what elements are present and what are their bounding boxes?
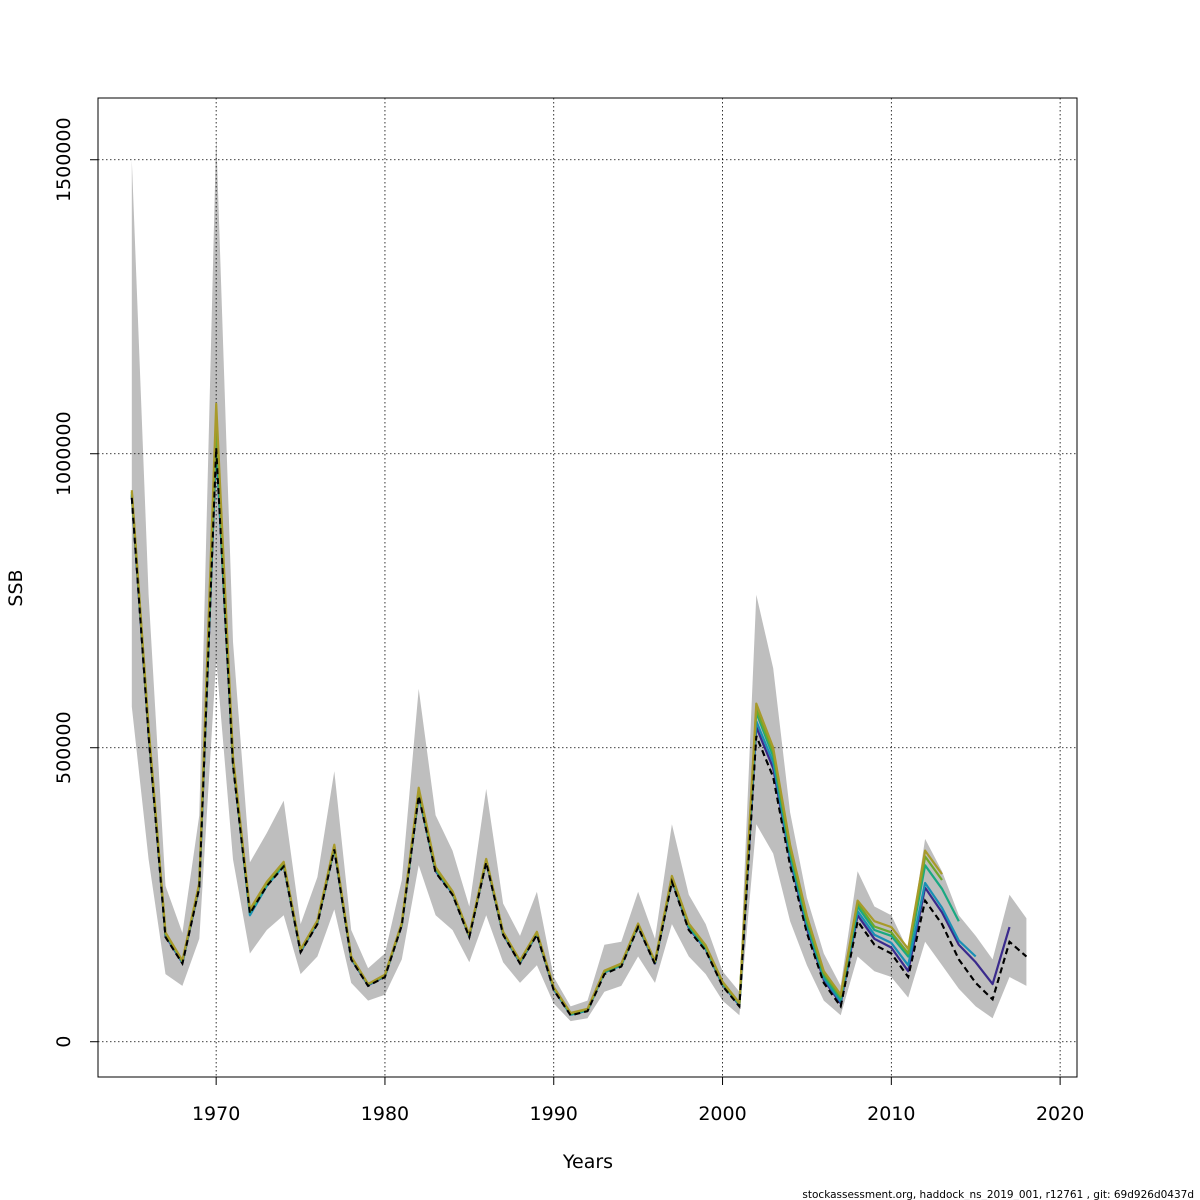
grid-layer <box>98 98 1077 1077</box>
y-tick-label-1000000: 1000000 <box>53 411 75 496</box>
plot-frame <box>97 97 1078 1078</box>
footer-credit: stockassessment.org, haddock_ns_2019_001… <box>802 1189 1194 1200</box>
x-tick-label-1970: 1970 <box>192 1103 240 1125</box>
x-tick-label-2010: 2010 <box>867 1103 915 1125</box>
series-layer <box>130 402 1028 1017</box>
x-tick-label-1990: 1990 <box>530 1103 578 1125</box>
x-tick-label-2000: 2000 <box>698 1103 746 1125</box>
x-tick-label-1980: 1980 <box>361 1103 409 1125</box>
y-tick-label-1500000: 1500000 <box>53 117 75 202</box>
y-tick-label-500000: 500000 <box>53 711 75 784</box>
confidence-band-layer <box>131 136 1027 1022</box>
series-line-reference-top <box>130 447 1028 1017</box>
x-axis-title: Years <box>562 1151 613 1173</box>
y-tick-label-0: 0 <box>53 1036 75 1048</box>
y-axis-title: SSB <box>5 569 27 606</box>
axis-layer: 1970 1980 1990 2000 2010 2020 0 500000 1000000 15… <box>53 117 1084 1125</box>
x-tick-label-2020: 2020 <box>1036 1103 1084 1125</box>
confidence-band <box>131 136 1027 1022</box>
series-line-6 <box>130 402 943 1015</box>
